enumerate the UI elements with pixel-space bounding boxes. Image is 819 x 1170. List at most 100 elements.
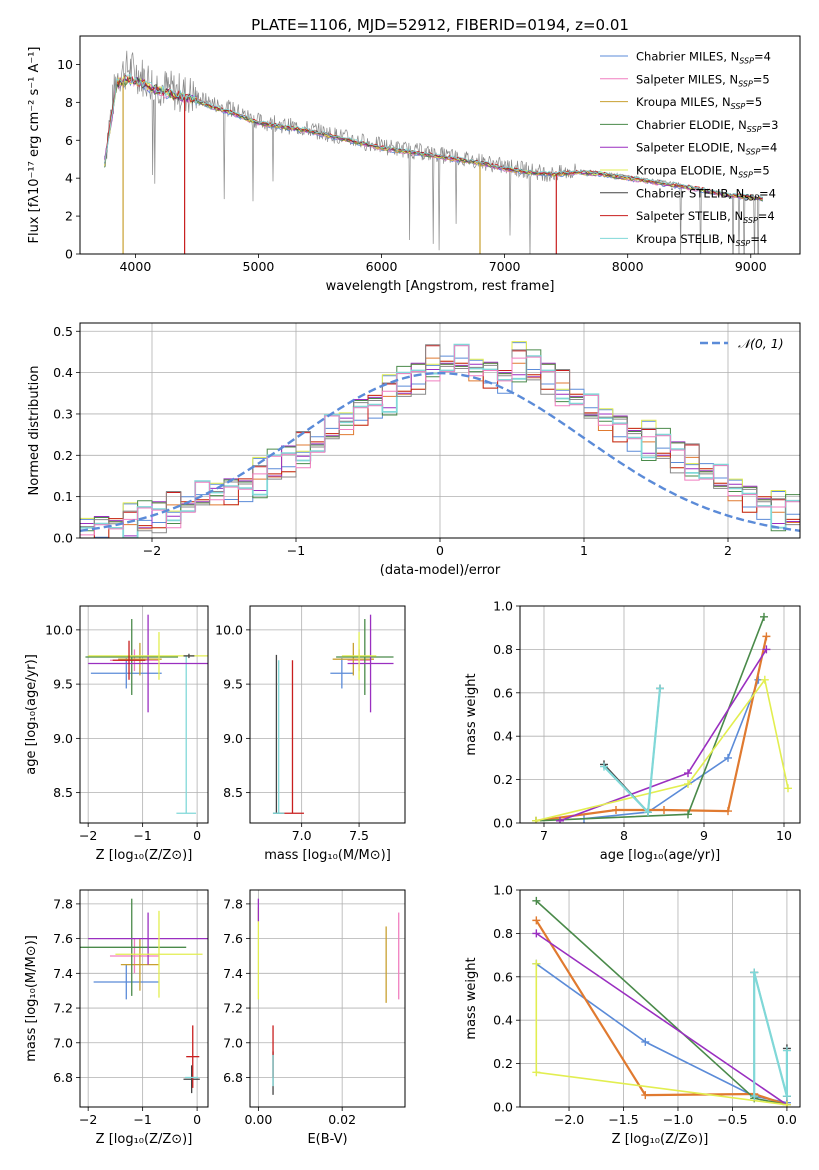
y-tick-label: 10 bbox=[57, 57, 73, 72]
axes-frame bbox=[519, 889, 801, 1108]
histogram-series bbox=[80, 345, 800, 536]
x-tick-label: 5000 bbox=[243, 259, 275, 274]
series-line bbox=[535, 963, 788, 1104]
y-tick-label: 0.4 bbox=[493, 729, 513, 744]
data-point-marker bbox=[762, 645, 771, 654]
y-tick-label: 8.5 bbox=[53, 785, 73, 800]
y-tick-label: 0.1 bbox=[53, 489, 73, 504]
plot-area bbox=[85, 614, 208, 814]
series-line bbox=[753, 972, 788, 1097]
x-tick-label: 2 bbox=[724, 543, 732, 558]
data-point-marker bbox=[644, 808, 652, 817]
legend-entry: Kroupa MILES, NSSP=5 bbox=[636, 95, 762, 111]
series-line bbox=[535, 963, 788, 1106]
data-point-marker bbox=[532, 896, 541, 905]
y-tick-label: 0.2 bbox=[493, 1056, 513, 1071]
x-axis-label: Z [log₁₀(Z/Z⊙)] bbox=[612, 1132, 709, 1147]
y-tick-label: 0.2 bbox=[493, 772, 513, 787]
y-tick-label: 0.6 bbox=[493, 969, 513, 984]
legend-entry: Salpeter MILES, NSSP=5 bbox=[636, 72, 770, 88]
series-line bbox=[559, 648, 768, 822]
y-axis-label: age [log₁₀(age/yr)] bbox=[24, 654, 39, 775]
y-tick-label: 9.0 bbox=[223, 731, 243, 746]
panel-residuals: −2 −1 0 1 2 0.0 0.1 0.2 0.3 0.4 0.5 (data-model)/er… bbox=[27, 322, 801, 578]
x-tick-label: 8 bbox=[620, 828, 628, 843]
panel-massweight-vs-age: 7 8 9 10 0.0 0.2 0.4 0.6 0.8 1.0 age [log₁₀(age/yr… bbox=[464, 599, 801, 863]
x-tick-label: 4000 bbox=[119, 259, 151, 274]
y-tick-label: 0.0 bbox=[493, 816, 513, 831]
y-tick-label: 8 bbox=[65, 95, 73, 110]
axes-frame bbox=[249, 889, 406, 1108]
y-tick-label: 0.3 bbox=[53, 406, 73, 421]
x-axis-label: mass [log₁₀(M/M⊙)] bbox=[264, 848, 391, 863]
y-tick-label: 4 bbox=[65, 171, 73, 186]
y-axis-label: Normed distribution bbox=[27, 366, 42, 496]
y-tick-label: 10.0 bbox=[215, 622, 243, 637]
data-point-marker bbox=[684, 779, 692, 788]
x-tick-label: −1 bbox=[133, 1112, 151, 1127]
y-tick-label: 0.0 bbox=[53, 531, 73, 546]
y-axis-label: mass weight bbox=[464, 957, 479, 1039]
series-line bbox=[535, 932, 788, 1106]
y-tick-label: 7.2 bbox=[53, 1001, 73, 1016]
data-point-marker bbox=[750, 1092, 759, 1101]
data-point-marker bbox=[782, 1046, 791, 1055]
panel-mass-vs-Z: −2 −1 0 6.8 7.0 7.2 7.4 7.6 7.8 Z [log₁₀(Z/Z⊙)] ma… bbox=[24, 889, 209, 1147]
data-point-marker bbox=[684, 810, 692, 819]
plot-area bbox=[104, 50, 764, 254]
legend-entry: Chabrier ELODIE, NSSP=3 bbox=[636, 118, 778, 134]
x-tick-label: 8000 bbox=[612, 259, 644, 274]
panels-layer: 4000 5000 6000 7000 8000 90000246810wavelengt… bbox=[24, 35, 801, 1147]
y-tick-label: 0.4 bbox=[53, 365, 73, 380]
x-axis-label: E(B-V) bbox=[307, 1132, 347, 1147]
x-tick-label: 0 bbox=[193, 828, 201, 843]
data-point-marker bbox=[784, 784, 792, 793]
y-axis-label: mass weight bbox=[464, 673, 479, 755]
y-tick-label: 8.5 bbox=[223, 785, 243, 800]
x-axis-label: Z [log₁₀(Z/Z⊙)] bbox=[96, 848, 193, 863]
y-tick-label: 7.8 bbox=[223, 896, 243, 911]
plot-area bbox=[532, 896, 791, 1107]
y-tick-label: 6 bbox=[65, 133, 73, 148]
data-point-marker bbox=[782, 1092, 791, 1101]
y-tick-label: 7.8 bbox=[53, 896, 73, 911]
axes-frame bbox=[249, 605, 406, 824]
x-tick-label: 9000 bbox=[735, 259, 767, 274]
x-tick-label: 0.0 bbox=[777, 1112, 797, 1127]
series-line bbox=[535, 900, 788, 1106]
x-tick-label: −1 bbox=[287, 543, 305, 558]
axes-frame bbox=[519, 605, 801, 824]
x-tick-label: 9 bbox=[700, 828, 708, 843]
axes-frame bbox=[79, 605, 209, 824]
data-point-marker bbox=[532, 929, 541, 938]
y-axis-label: mass [log₁₀(M/M⊙)] bbox=[24, 935, 39, 1062]
y-tick-label: 1.0 bbox=[493, 883, 513, 898]
y-tick-label: 10.0 bbox=[45, 622, 73, 637]
x-tick-label: 0.02 bbox=[328, 1112, 356, 1127]
y-tick-label: 0.8 bbox=[493, 642, 513, 657]
figure-title: PLATE=1106, MJD=52912, FIBERID=0194, z=0… bbox=[251, 16, 629, 34]
y-tick-label: 7.0 bbox=[53, 1035, 73, 1050]
legend-entry: Chabrier STELIB, NSSP=4 bbox=[636, 186, 776, 202]
plot-area bbox=[532, 612, 792, 823]
histogram-series bbox=[80, 344, 800, 534]
x-tick-label: 7000 bbox=[489, 259, 521, 274]
x-tick-label: −2.0 bbox=[554, 1112, 584, 1127]
y-tick-label: 7.4 bbox=[53, 966, 73, 981]
y-tick-label: 2 bbox=[65, 209, 73, 224]
x-tick-label: 10 bbox=[776, 828, 792, 843]
legend-entry: 𝒩(0, 1) bbox=[738, 336, 784, 351]
data-point-marker bbox=[760, 675, 769, 684]
x-tick-label: 1 bbox=[580, 543, 588, 558]
y-tick-label: 0.8 bbox=[493, 926, 513, 941]
x-axis-label: Z [log₁₀(Z/Z⊙)] bbox=[96, 1132, 193, 1147]
axes-frame bbox=[79, 889, 209, 1108]
data-point-marker bbox=[760, 612, 768, 621]
legend-entry: Kroupa ELODIE, NSSP=5 bbox=[636, 164, 770, 180]
y-tick-label: 7.6 bbox=[223, 931, 243, 946]
y-tick-label: 7.0 bbox=[223, 1035, 243, 1050]
x-tick-label: −0.5 bbox=[717, 1112, 747, 1127]
data-point-marker bbox=[556, 816, 564, 823]
plot-area bbox=[80, 898, 208, 1094]
legend-entry: Chabrier MILES, NSSP=4 bbox=[636, 50, 771, 66]
